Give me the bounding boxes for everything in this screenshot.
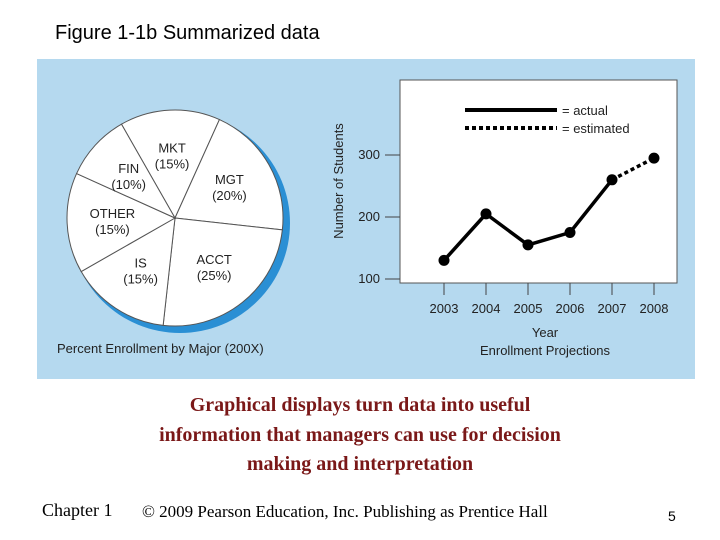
x-tick-label-2004: 2004 (472, 301, 501, 316)
pie-slice-fin (75, 123, 177, 220)
y-tick-label-300: 300 (358, 147, 380, 162)
figure-panel: MKT (15%) MGT (20%) ACCT (25%) IS (15%) OTHER (15… (37, 59, 695, 379)
footer-chapter: Chapter 1 (42, 500, 113, 520)
y-tick-label-100: 100 (358, 271, 380, 286)
pie-label-mkt: MKT (158, 140, 186, 155)
pie-percent-mkt: (15%) (155, 156, 190, 171)
pie-label-is: IS (134, 255, 147, 270)
x-tick-label-2008: 2008 (640, 301, 669, 316)
x-tick-label-2003: 2003 (430, 301, 459, 316)
point-actual-2004 (480, 208, 492, 220)
description-line-1: Graphical displays turn data into useful (189, 394, 531, 416)
description-line-2: information that managers can use for de… (159, 424, 561, 446)
page-number: 5 (668, 508, 676, 524)
x-axis-label: Year (532, 325, 559, 340)
pie-chart: MKT(15%)MGT(20%)ACCT(25%)IS(15%)OTHER(15… (66, 109, 290, 333)
line-chart: 100 200 300 Number of Students 2003 2004 2005 2… (331, 79, 678, 358)
legend-estimated-label: = estimated (562, 121, 630, 136)
point-actual-2003 (438, 254, 450, 266)
pie-percent-other: (15%) (95, 222, 130, 237)
pie-slice-mkt (120, 109, 221, 220)
pie-label-acct: ACCT (196, 252, 231, 267)
point-actual-2006 (564, 227, 576, 238)
pie-slice-acct (162, 217, 283, 327)
x-tick-label-2005: 2005 (514, 301, 543, 316)
y-axis-label: Number of Students (331, 123, 346, 239)
pie-percent-acct: (25%) (197, 268, 232, 283)
y-tick-label-200: 200 (358, 209, 380, 224)
pie-caption: Percent Enrollment by Major (200X) (57, 341, 264, 356)
x-tick-label-2006: 2006 (556, 301, 585, 316)
pie-label-mgt: MGT (215, 172, 244, 187)
pie-label-other: OTHER (90, 206, 136, 221)
slide-title: Figure 1-1b Summarized data (55, 22, 320, 44)
line-chart-caption: Enrollment Projections (480, 343, 611, 358)
footer-copyright: © 2009 Pearson Education, Inc. Publishin… (142, 502, 548, 521)
point-estimated-2008 (648, 152, 660, 164)
pie-percent-fin: (10%) (111, 177, 146, 192)
pie-percent-mgt: (20%) (212, 188, 247, 203)
point-actual-2007 (606, 174, 618, 186)
x-tick-label-2007: 2007 (598, 301, 627, 316)
pie-slice-is (80, 217, 176, 326)
legend-actual-label: = actual (562, 103, 608, 118)
pie-slice-mgt (174, 118, 284, 231)
pie-percent-is: (15%) (123, 271, 158, 286)
series-estimated-line (611, 156, 655, 182)
pie-slice-other (66, 172, 177, 273)
description-line-3: making and interpretation (246, 453, 474, 475)
plot-area (399, 79, 678, 284)
pie-label-fin: FIN (118, 161, 139, 176)
point-actual-2005 (522, 239, 534, 251)
